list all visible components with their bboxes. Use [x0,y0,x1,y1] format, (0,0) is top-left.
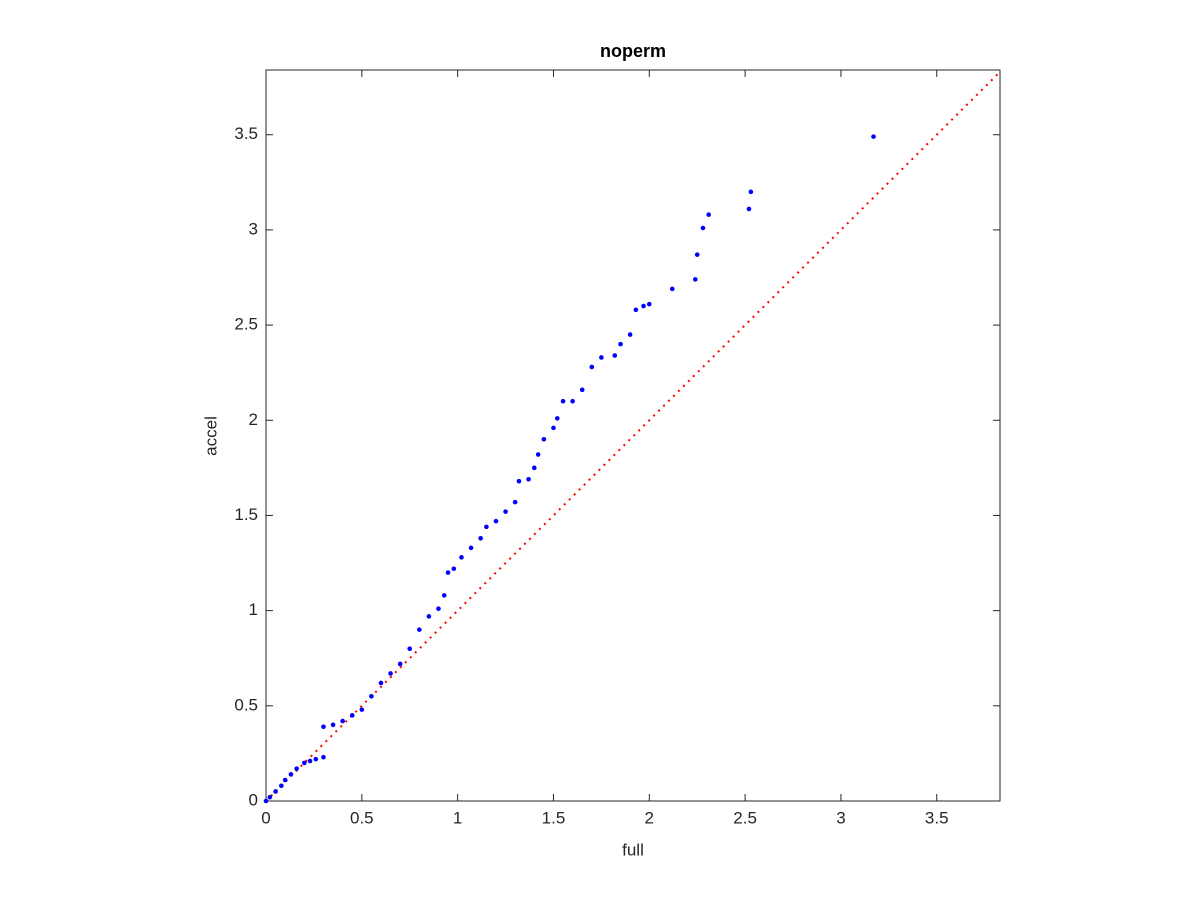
point [388,671,393,676]
x-tick-label: 0.5 [350,808,374,827]
point [263,798,269,804]
point [441,593,447,598]
point [417,627,422,632]
point [359,707,365,712]
x-tick-label: 3 [836,808,845,827]
x-axis-label: full [622,840,644,859]
point [426,614,432,619]
point [627,332,633,337]
point [669,286,675,292]
y-tick-label: 1 [249,600,258,619]
y-tick-label: 3 [249,219,258,238]
point [535,452,541,457]
point [484,524,489,530]
point [748,189,754,195]
point [279,783,284,789]
point [468,545,474,551]
point [871,134,876,139]
point [445,570,451,575]
point [294,766,299,771]
point [692,277,698,282]
point [560,398,566,404]
point [340,718,345,724]
y-tick-label: 0 [249,790,258,809]
point [512,499,518,505]
axes-box [265,69,1001,802]
point [493,518,499,524]
point [321,724,326,730]
point [641,303,646,309]
point [407,646,413,652]
point [555,416,560,421]
point [516,478,522,484]
x-tick-label: 1 [453,808,462,827]
point [551,425,556,431]
point [612,353,618,358]
point [267,794,273,800]
point [700,225,706,231]
y-tick-label: 0.5 [234,695,258,714]
point [369,693,374,699]
chart-title: noperm [600,41,666,61]
point [288,772,294,777]
point [282,777,288,783]
point [526,476,531,482]
y-axis-label: accel [201,416,220,456]
point [570,398,575,404]
point [503,509,508,514]
point [378,680,384,686]
x-tick-label: 2.5 [733,808,757,827]
x-tick-label: 0 [261,808,270,827]
point [478,535,483,541]
point [694,252,700,257]
point [451,566,457,572]
y-tick-label: 2 [249,410,258,429]
point [633,307,639,313]
point [599,355,604,360]
point [646,301,652,307]
y-tick-label: 3.5 [234,124,258,143]
x-tick-label: 3.5 [925,808,949,827]
point [746,206,752,212]
point [313,756,319,762]
x-tick-label: 1.5 [542,808,566,827]
point [349,713,355,718]
point [541,437,547,442]
point [436,606,441,612]
x-tick-label: 2 [645,808,654,827]
point [459,555,464,560]
reference-line [265,71,1001,802]
point [532,465,537,471]
y-tick-label: 2.5 [234,315,258,334]
point [273,789,278,794]
point [579,387,585,393]
point [330,722,336,728]
point [321,754,326,760]
point [302,760,307,766]
y-tick-label: 1.5 [234,505,258,524]
point [618,341,623,347]
point [397,661,403,667]
point [307,758,313,764]
point [589,364,595,370]
point [706,212,711,217]
